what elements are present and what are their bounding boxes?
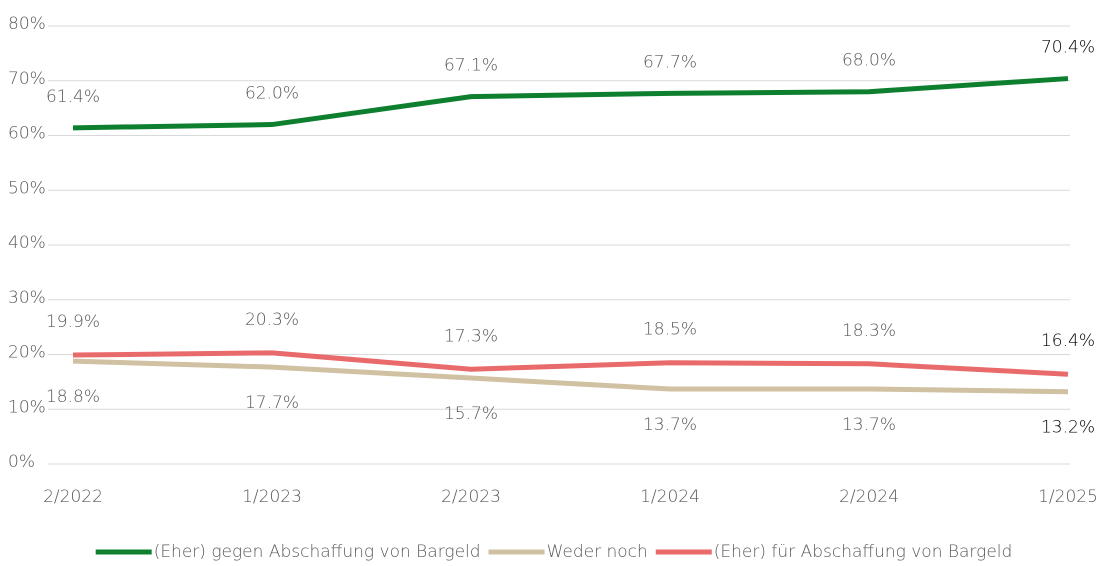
- data-label: 20.3%: [245, 310, 299, 330]
- y-tick-label: 50%: [8, 178, 46, 198]
- y-tick-label: 40%: [8, 233, 46, 253]
- data-label: 18.8%: [46, 387, 100, 407]
- legend-label: (Eher) für Abschaffung von Bargeld: [714, 542, 1013, 562]
- data-label: 68.0%: [842, 51, 896, 71]
- data-label: 62.0%: [245, 84, 299, 104]
- y-tick-label: 80%: [8, 14, 46, 34]
- y-tick-label: 30%: [8, 288, 46, 308]
- y-tick-label: 10%: [8, 397, 46, 417]
- y-tick-label: 70%: [8, 69, 46, 89]
- data-label: 15.7%: [444, 404, 498, 424]
- line: [72, 76, 1069, 131]
- x-tick-label: 1/2024: [640, 487, 700, 507]
- y-tick-label: 20%: [8, 343, 46, 363]
- data-label: 18.5%: [643, 320, 697, 340]
- data-label: 19.9%: [46, 312, 100, 332]
- legend-label: Weder noch: [547, 542, 648, 562]
- data-label: 70.4%: [1041, 38, 1095, 58]
- x-tick-label: 2/2023: [441, 487, 501, 507]
- data-label: 13.7%: [643, 415, 697, 435]
- data-label: 67.7%: [643, 52, 697, 72]
- x-tick-label: 2/2022: [43, 487, 103, 507]
- x-tick-label: 1/2023: [242, 487, 302, 507]
- data-label: 17.7%: [245, 393, 299, 413]
- data-label: 17.3%: [444, 326, 498, 346]
- data-label: 18.3%: [842, 321, 896, 341]
- data-label: 16.4%: [1041, 331, 1095, 351]
- data-label: 13.7%: [842, 415, 896, 435]
- data-label: 67.1%: [444, 56, 498, 76]
- x-tick-label: 2/2024: [839, 487, 899, 507]
- legend-label: (Eher) gegen Abschaffung von Bargeld: [154, 542, 481, 562]
- line: [72, 350, 1069, 377]
- x-tick-label: 1/2025: [1038, 487, 1098, 507]
- data-label: 61.4%: [46, 87, 100, 107]
- line: [72, 358, 1069, 395]
- data-label: 13.2%: [1041, 418, 1095, 438]
- y-tick-label: 0%: [8, 452, 35, 472]
- y-tick-label: 60%: [8, 124, 46, 144]
